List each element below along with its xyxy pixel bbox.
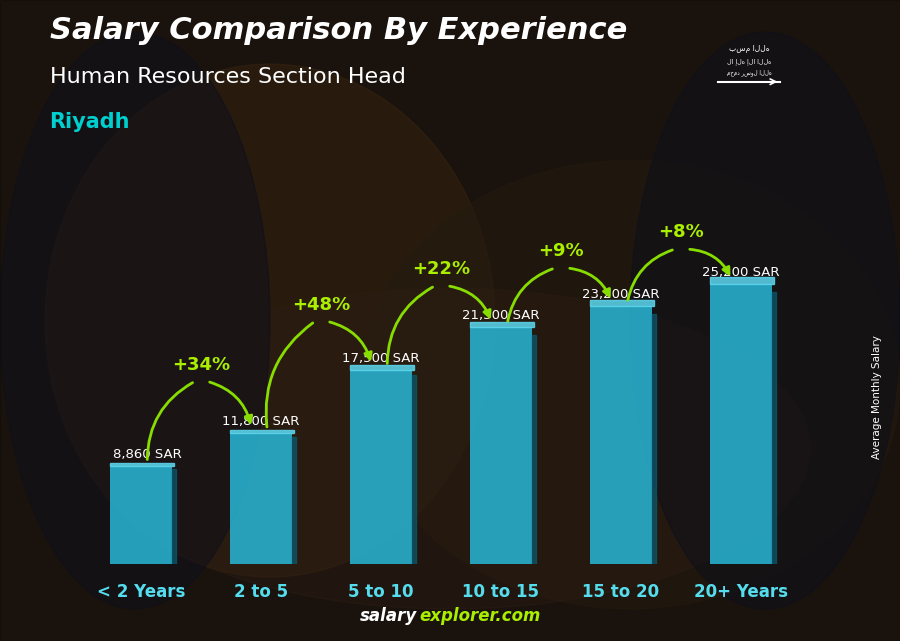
Text: Average Monthly Salary: Average Monthly Salary — [872, 335, 883, 460]
Bar — [172, 469, 176, 564]
FancyArrowPatch shape — [508, 269, 553, 321]
Ellipse shape — [90, 288, 810, 609]
Bar — [590, 300, 654, 306]
Bar — [230, 429, 294, 433]
Bar — [350, 365, 414, 370]
Text: Salary Comparison By Experience: Salary Comparison By Experience — [50, 16, 626, 45]
Ellipse shape — [45, 64, 495, 577]
Text: +9%: +9% — [538, 242, 584, 260]
FancyArrowPatch shape — [210, 382, 252, 422]
Text: 17,500 SAR: 17,500 SAR — [342, 352, 419, 365]
FancyArrowPatch shape — [450, 287, 491, 317]
Text: 25,200 SAR: 25,200 SAR — [702, 266, 779, 279]
Text: salary: salary — [359, 607, 417, 625]
Text: +22%: +22% — [412, 260, 470, 278]
Ellipse shape — [630, 32, 900, 609]
Bar — [590, 306, 652, 564]
Bar — [292, 437, 296, 564]
Text: Human Resources Section Head: Human Resources Section Head — [50, 67, 405, 87]
Bar — [710, 277, 774, 284]
FancyArrowPatch shape — [689, 249, 729, 274]
Bar — [350, 370, 412, 564]
FancyArrowPatch shape — [570, 269, 609, 296]
FancyArrowPatch shape — [387, 287, 433, 363]
Text: +34%: +34% — [172, 356, 230, 374]
Ellipse shape — [360, 160, 900, 609]
Text: لا إله إلا الله: لا إله إلا الله — [727, 58, 771, 65]
Text: 11,800 SAR: 11,800 SAR — [222, 415, 300, 428]
Text: +8%: +8% — [658, 224, 704, 242]
Bar — [652, 314, 656, 564]
Bar — [412, 376, 416, 564]
Ellipse shape — [0, 32, 270, 609]
FancyArrowPatch shape — [266, 323, 312, 427]
Bar — [772, 292, 776, 564]
Text: 21,300 SAR: 21,300 SAR — [463, 310, 540, 322]
FancyArrowPatch shape — [148, 383, 193, 460]
Bar — [110, 463, 174, 465]
Text: Riyadh: Riyadh — [50, 112, 130, 132]
Bar — [470, 322, 534, 328]
Bar — [110, 465, 172, 564]
Text: explorer.com: explorer.com — [419, 607, 541, 625]
Bar — [230, 433, 292, 564]
Bar — [470, 328, 532, 564]
Text: محمد رسول الله: محمد رسول الله — [727, 69, 771, 76]
Bar — [532, 335, 536, 564]
Text: 23,200 SAR: 23,200 SAR — [582, 288, 660, 301]
Text: بسم الله: بسم الله — [729, 44, 769, 53]
Text: +48%: +48% — [292, 296, 350, 313]
Text: 8,860 SAR: 8,860 SAR — [112, 447, 182, 461]
FancyArrowPatch shape — [329, 322, 371, 359]
Bar — [710, 284, 772, 564]
FancyArrowPatch shape — [628, 250, 672, 300]
